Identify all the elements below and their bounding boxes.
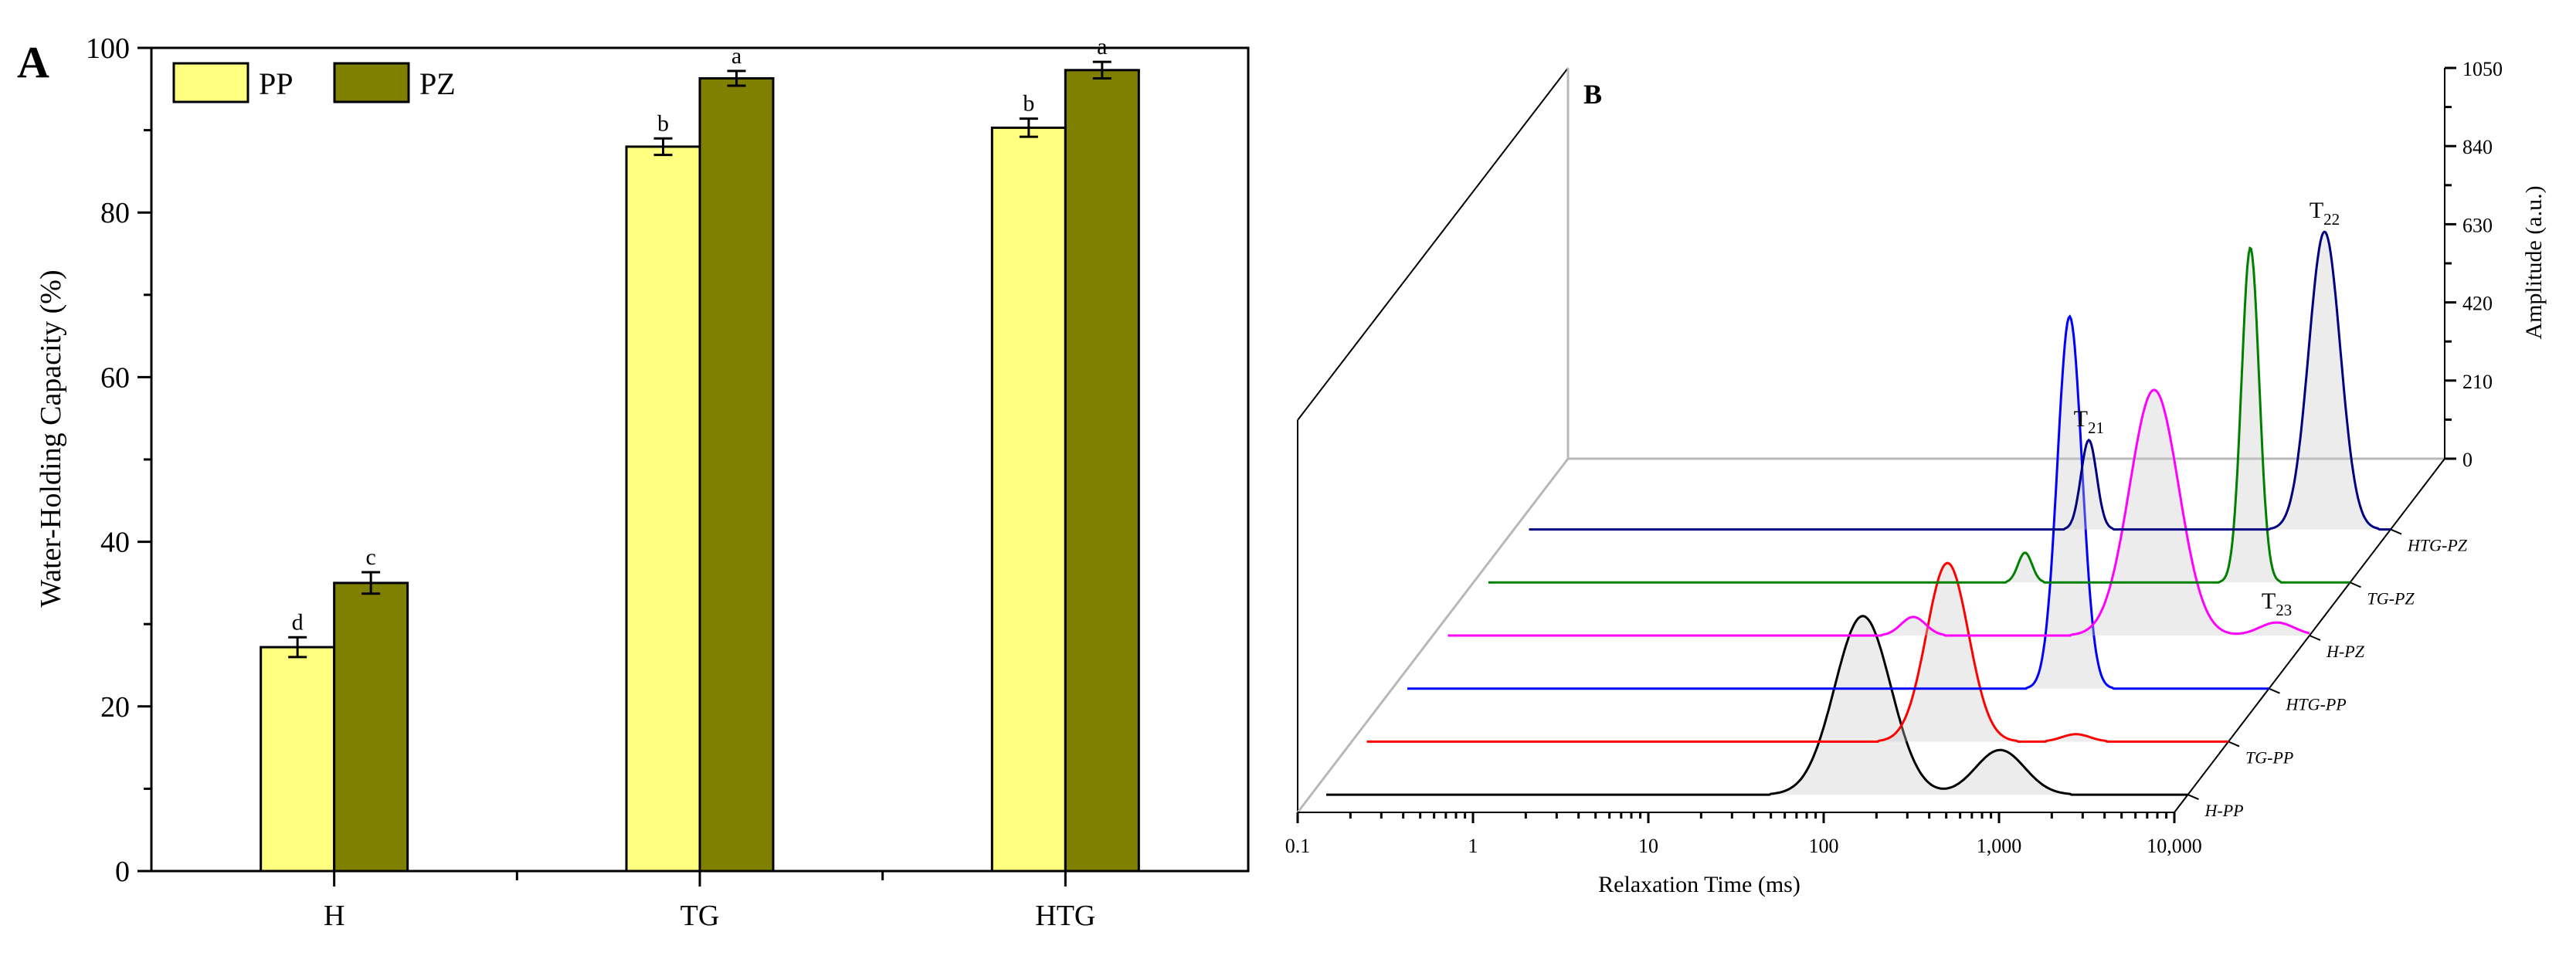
bar-pz-h: [333, 581, 409, 873]
amp-tick-label-420: 420: [2462, 293, 2493, 315]
series-label-htg-pp: HTG-PP: [2286, 695, 2347, 714]
curve-htg-pz: [1529, 230, 2391, 531]
significance-letter-pz-h: c: [366, 544, 376, 570]
area-tg-pz: [1487, 248, 2350, 583]
series-tg-pp: TG-PP: [1366, 561, 2293, 767]
area-htg-pz: [1528, 232, 2391, 530]
panel-b-series-group: H-PP TG-PP HTG-PP H-PZ TG-PZ HTG-PZ: [1325, 230, 2468, 820]
series-label-htg-pz: HTG-PZ: [2407, 536, 2468, 555]
legend-label-pp: PP: [259, 66, 294, 101]
amp-tick-label-0: 0: [2462, 449, 2472, 471]
curve-tg-pp: [1366, 561, 2228, 743]
panel-a-y-axis-label: Water-Holding Capacity (%): [35, 270, 67, 607]
curve-tg-pz: [1488, 246, 2350, 584]
bar-pp-h: [260, 646, 336, 873]
panel-a-bars: d c b a b a: [260, 34, 1140, 873]
peak-label-subscript: 22: [2323, 210, 2340, 229]
y-tick-label-20: 20: [100, 691, 130, 724]
bar-pp-tg: [625, 145, 701, 873]
series-h-pp: H-PP: [1325, 615, 2244, 820]
y-tick-label-0: 0: [115, 856, 130, 888]
significance-letter-pz-tg: a: [731, 43, 742, 69]
panel-a-label: A: [17, 37, 49, 87]
log-tick-label-0-1: 0.1: [1285, 835, 1311, 857]
area-tg-pp: [1366, 563, 2228, 742]
amp-tick-label-1050: 1050: [2462, 58, 2503, 80]
peak-label-subscript: 23: [2276, 601, 2292, 619]
log-tick-label-1-000: 1,000: [1977, 835, 2022, 857]
y-tick-label-60: 60: [100, 361, 130, 394]
panel-b-label: B: [1583, 79, 1602, 110]
x-tick-label-h: H: [324, 900, 344, 932]
series-tick-htg-pp: [2269, 687, 2280, 694]
log-tick-label-1: 1: [1468, 835, 1478, 857]
series-tick-tg-pz: [2350, 581, 2361, 588]
series-tick-htg-pz: [2390, 528, 2402, 535]
peak-label-t23: T23: [2262, 588, 2292, 619]
panel-b-3d-waterfall-chart: B Relaxation Time (ms) Amplitude (a.u.) …: [1285, 58, 2547, 897]
series-htg-pp: HTG-PP: [1406, 314, 2347, 714]
curve-h-pp: [1326, 615, 2188, 796]
amp-tick-label-210: 210: [2462, 371, 2493, 393]
legend-label-pz: PZ: [419, 66, 456, 101]
series-label-h-pz: H-PZ: [2326, 642, 2365, 661]
panel-a-x-ticks: H TG HTG: [324, 871, 1095, 932]
series-tg-pz: TG-PZ: [1487, 246, 2415, 608]
panel-b-x-axis-label: Relaxation Time (ms): [1598, 872, 1800, 897]
series-tick-h-pp: [2187, 794, 2199, 801]
series-tick-tg-pp: [2228, 741, 2240, 748]
panel-b-amplitude-ticks: 0 210 420 630 840 1050: [2445, 58, 2503, 471]
curve-h-pz: [1448, 388, 2310, 637]
peak-label-main: T: [2262, 588, 2276, 614]
area-h-pz: [1447, 389, 2310, 636]
log-tick-label-100: 100: [1809, 835, 1839, 857]
significance-letter-pp-tg: b: [657, 110, 669, 136]
y-tick-label-80: 80: [100, 197, 130, 229]
significance-letter-pp-htg: b: [1023, 91, 1034, 117]
panel-a-bar-chart: A Water-Holding Capacity (%) 0 20 40 60 80 10…: [17, 32, 1250, 932]
legend-swatch-pz: [333, 62, 410, 103]
panel-b-frame-floor-depth: [1296, 458, 1570, 813]
legend-swatch-pp: [172, 62, 249, 103]
series-tick-h-pz: [2309, 635, 2321, 641]
log-tick-label-10: 10: [1638, 835, 1658, 857]
y-tick-label-40: 40: [100, 527, 130, 559]
log-tick-label-10-000: 10,000: [2147, 835, 2202, 857]
peak-label-subscript: 21: [2088, 419, 2104, 437]
y-tick-label-100: 100: [86, 32, 130, 65]
amp-tick-label-840: 840: [2462, 136, 2493, 158]
bar-pp-htg: [990, 126, 1067, 873]
series-htg-pz: HTG-PZ: [1528, 230, 2468, 555]
significance-letter-pz-htg: a: [1097, 34, 1107, 59]
significance-letter-pp-h: d: [292, 609, 304, 635]
x-tick-label-htg: HTG: [1035, 900, 1095, 932]
area-htg-pp: [1406, 316, 2269, 689]
series-label-tg-pp: TG-PP: [2245, 748, 2293, 767]
curve-htg-pp: [1407, 314, 2269, 690]
panel-b-x-ticks: 0.1 1 10 100 1,000 10,000: [1285, 812, 2202, 857]
peak-label-main: T: [2310, 198, 2323, 223]
series-label-h-pp: H-PP: [2204, 801, 2244, 820]
peak-label-main: T: [2074, 406, 2088, 432]
bar-pz-tg: [698, 76, 775, 873]
panel-b-amplitude-axis-label: Amplitude (a.u.): [2521, 185, 2547, 339]
peak-label-t22: T22: [2310, 198, 2340, 229]
panel-a-y-ticks: 0 20 40 60 80 100: [86, 32, 151, 888]
panel-b-frame-left-top: [1297, 67, 1569, 421]
x-tick-label-tg: TG: [680, 900, 720, 932]
panel-a-legend: PP PZ: [172, 62, 456, 103]
series-h-pz: H-PZ: [1447, 388, 2365, 661]
series-label-tg-pz: TG-PZ: [2367, 588, 2415, 608]
bar-pz-htg: [1064, 69, 1140, 873]
amp-tick-label-630: 630: [2462, 214, 2493, 236]
peak-label-t21: T21: [2074, 406, 2104, 437]
